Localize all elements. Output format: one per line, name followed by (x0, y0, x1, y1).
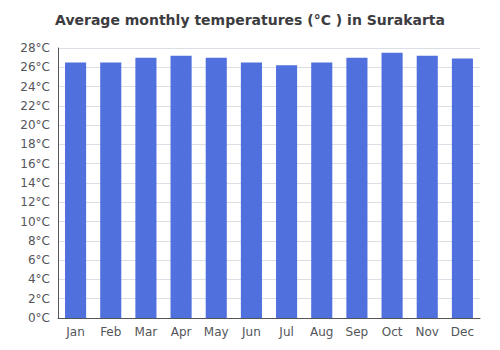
svg-text:16°C: 16°C (20, 157, 50, 171)
svg-text:24°C: 24°C (20, 80, 50, 94)
svg-text:8°C: 8°C (28, 234, 50, 248)
svg-text:Aug: Aug (310, 325, 333, 339)
svg-text:Sep: Sep (346, 325, 369, 339)
svg-text:Jan: Jan (65, 325, 85, 339)
svg-text:22°C: 22°C (20, 99, 50, 113)
svg-text:Oct: Oct (382, 325, 403, 339)
svg-text:Jun: Jun (241, 325, 261, 339)
svg-text:Dec: Dec (451, 325, 474, 339)
svg-text:14°C: 14°C (20, 176, 50, 190)
svg-text:Average monthly temperatures (: Average monthly temperatures (°C ) in Su… (55, 12, 445, 28)
svg-text:Apr: Apr (171, 325, 192, 339)
svg-text:20°C: 20°C (20, 118, 50, 132)
svg-text:18°C: 18°C (20, 137, 50, 151)
svg-text:Nov: Nov (416, 325, 439, 339)
svg-text:26°C: 26°C (20, 60, 50, 74)
svg-text:28°C: 28°C (20, 41, 50, 55)
svg-text:4°C: 4°C (28, 272, 50, 286)
svg-text:12°C: 12°C (20, 195, 50, 209)
svg-text:6°C: 6°C (28, 253, 50, 267)
svg-text:May: May (204, 325, 229, 339)
svg-text:0°C: 0°C (28, 311, 50, 325)
svg-text:Mar: Mar (135, 325, 158, 339)
svg-text:Feb: Feb (100, 325, 121, 339)
svg-text:10°C: 10°C (20, 215, 50, 229)
svg-text:2°C: 2°C (28, 292, 50, 306)
svg-text:Jul: Jul (278, 325, 293, 339)
